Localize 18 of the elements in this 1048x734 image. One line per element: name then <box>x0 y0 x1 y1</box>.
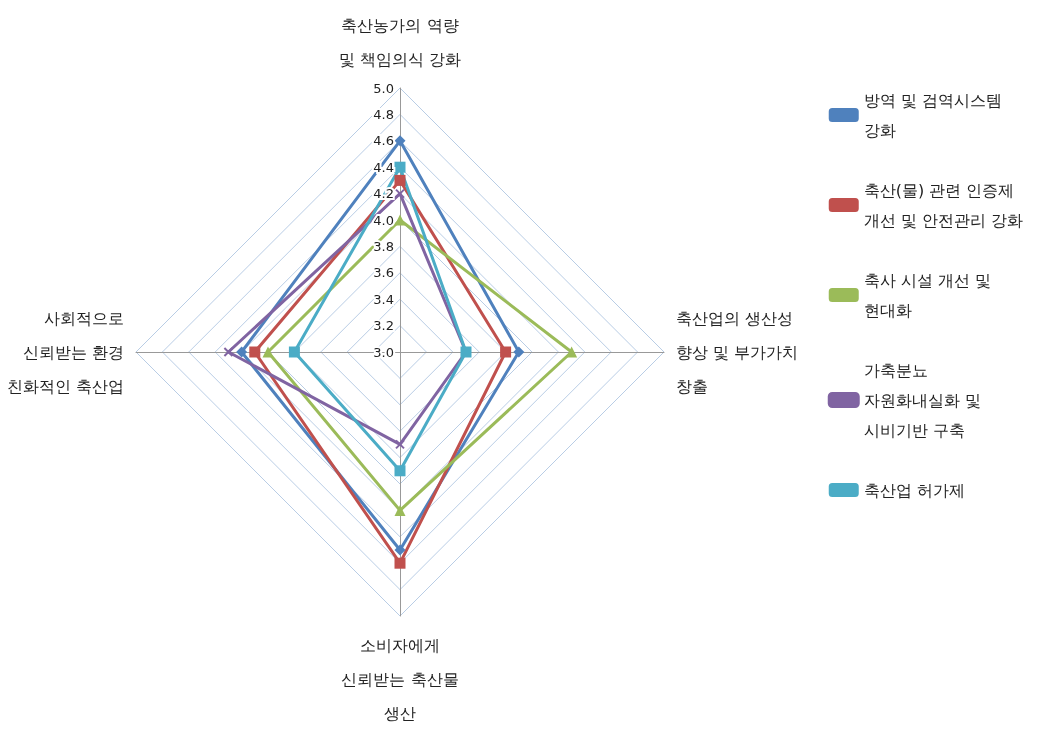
y-tick-label: 3.0 <box>373 344 394 360</box>
y-tick-label: 5.0 <box>373 80 394 96</box>
legend-label: 가축분뇨 자원화내실화 및 시비기반 구축 <box>863 360 981 440</box>
spoke-label: 소비자에게 신뢰받는 축산물 생산 <box>341 635 459 723</box>
y-tick-label: 4.8 <box>373 106 394 122</box>
y-tick-label: 3.6 <box>373 265 394 281</box>
legend-label: 방역 및 검역시스템 강화 <box>863 90 1002 140</box>
legend-label: 축산업 허가제 <box>863 480 965 500</box>
spoke-label: 사회적으로 신뢰받는 환경 친화적인 축산업 <box>6 308 124 396</box>
y-tick-label: 3.8 <box>373 238 394 254</box>
y-tick-label: 4.6 <box>373 133 394 149</box>
legend-label: 축산(물) 관련 인증제 개선 및 안전관리 강화 <box>863 180 1024 230</box>
y-tick-label: 3.4 <box>373 291 394 307</box>
y-tick-label: 3.2 <box>373 318 394 334</box>
legend-label: 축사 시설 개선 및 현대화 <box>863 270 992 320</box>
spoke-label: 축산업의 생산성 향상 및 부가가치 창출 <box>676 308 799 396</box>
y-tick-label: 4.0 <box>373 212 394 228</box>
spoke-label: 축산농가의 역량 및 책임의식 강화 <box>338 15 462 69</box>
